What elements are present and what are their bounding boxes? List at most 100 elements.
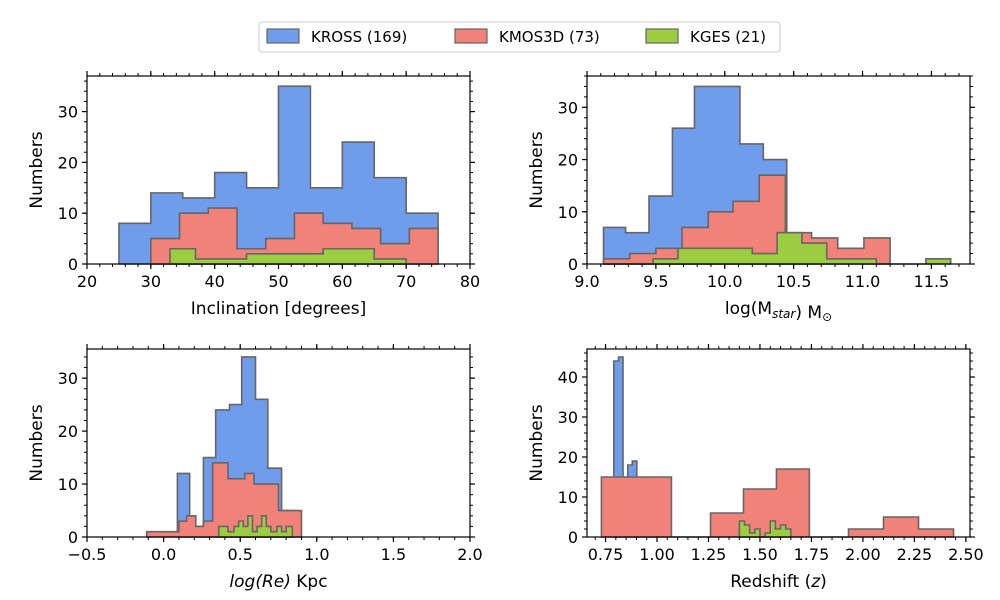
panel-inclination: 20 30 40 50 60 70 80 0 10 20 30 Numbers Inclination … — [27, 71, 480, 319]
y-tick-label: 20 — [58, 153, 78, 172]
y-tick-label: 20 — [58, 422, 78, 441]
bar — [247, 254, 273, 264]
x-axis-label: Inclination [degrees] — [191, 299, 366, 319]
y-tick-label: 10 — [58, 204, 78, 223]
legend: KROSS (169) KMOS3D (73) KGES (21) — [258, 21, 781, 53]
y-tick-label: 0 — [68, 528, 78, 547]
bar — [196, 259, 222, 264]
bar — [219, 526, 224, 537]
x-tick-label: 1.00 — [639, 545, 675, 564]
x-tick-label: 0.0 — [151, 545, 176, 564]
x-axis-label: log(Mstar) M⊙ — [725, 299, 832, 324]
bar — [119, 223, 151, 264]
x-tick-label: 9.0 — [574, 272, 599, 291]
x-axis-label: Redshift (z) — [730, 572, 827, 592]
bar — [745, 525, 750, 537]
bar — [271, 532, 277, 537]
panel-effective-radius: −0.5 0.0 0.5 1.0 1.5 2.0 0 10 20 30 Numbers log(Re)… — [27, 344, 483, 592]
x-tick-label: 70 — [396, 272, 416, 291]
bar — [926, 259, 951, 264]
x-tick-label: 30 — [141, 272, 161, 291]
bar — [653, 259, 678, 264]
bar — [179, 521, 187, 537]
x-tick-label: 0.75 — [588, 545, 624, 564]
bar — [266, 526, 271, 537]
bar — [711, 513, 744, 537]
x-tick-label: 2.50 — [948, 545, 984, 564]
x-tick-label: 1.5 — [381, 545, 406, 564]
y-tick-label: 20 — [558, 448, 578, 467]
x-tick-label: 2.25 — [897, 545, 933, 564]
y-axis-label: Numbers — [527, 131, 547, 208]
x-axis-label: log(Re) Kpc — [229, 572, 327, 592]
bar — [257, 526, 262, 537]
bar — [349, 249, 375, 264]
y-tick-label: 0 — [568, 528, 578, 547]
series-kross — [118, 85, 439, 265]
bar — [223, 526, 228, 537]
x-tick-label: 2.00 — [845, 545, 881, 564]
bar — [272, 254, 298, 264]
bar — [770, 521, 775, 537]
x-tick-label: 1.0 — [304, 545, 329, 564]
x-tick-label: 40 — [204, 272, 224, 291]
y-tick-label: 0 — [568, 255, 578, 274]
axes-frame — [586, 348, 971, 538]
bar — [147, 532, 179, 537]
y-tick-label: 10 — [58, 475, 78, 494]
bar — [170, 249, 196, 264]
y-axis-label: Numbers — [27, 131, 47, 208]
bar — [203, 521, 212, 537]
bar — [277, 526, 282, 537]
legend-label-kges: KGES (21) — [690, 28, 766, 46]
x-tick-label: 10.0 — [707, 272, 743, 291]
x-tick-label: 20 — [77, 272, 97, 291]
x-tick-label: 60 — [332, 272, 352, 291]
legend-label-kross: KROSS (169) — [311, 28, 407, 46]
bar — [852, 259, 877, 264]
bar — [703, 248, 728, 264]
bar — [752, 254, 777, 264]
series-kges — [217, 515, 294, 538]
series-kges — [169, 247, 407, 265]
bar — [849, 529, 884, 537]
bar — [601, 477, 671, 537]
y-tick-label: 0 — [68, 255, 78, 274]
legend-label-kmos3d: KMOS3D (73) — [499, 28, 600, 46]
y-axis-label: Numbers — [27, 404, 47, 481]
axes-frame — [86, 348, 471, 538]
bar — [234, 526, 239, 537]
series-kmos3d — [600, 468, 955, 538]
panel-redshift: 0.75 1.00 1.25 1.50 1.75 2.00 2.25 2.50 0 10 20 30 4… — [527, 344, 984, 592]
histogram-kges — [217, 515, 294, 538]
y-tick-label: 10 — [558, 203, 578, 222]
x-tick-label: 50 — [268, 272, 288, 291]
x-tick-label: 11.5 — [914, 272, 950, 291]
bar — [755, 529, 760, 537]
y-axis-label: Numbers — [527, 404, 547, 481]
legend-swatch-kmos3d — [454, 28, 488, 44]
series-kmos3d — [602, 174, 891, 265]
bar — [739, 521, 744, 537]
x-tick-label: 10.5 — [776, 272, 812, 291]
bar — [802, 243, 827, 264]
bar — [777, 233, 802, 264]
y-tick-label: 40 — [558, 368, 578, 387]
histogram-kges — [169, 247, 407, 265]
x-tick-label: 2.0 — [457, 545, 482, 564]
bar — [827, 259, 852, 264]
bar — [248, 516, 253, 537]
bar — [228, 532, 234, 537]
y-tick-label: 30 — [558, 408, 578, 427]
y-tick-label: 30 — [558, 98, 578, 117]
bar — [243, 526, 248, 537]
bar — [374, 259, 406, 264]
legend-swatch-kross — [266, 28, 300, 44]
x-tick-label: 1.75 — [794, 545, 830, 564]
x-tick-label: 1.25 — [691, 545, 727, 564]
bar — [781, 525, 786, 537]
bar — [630, 254, 656, 264]
x-tick-label: −0.5 — [68, 545, 107, 564]
bar — [282, 532, 287, 537]
